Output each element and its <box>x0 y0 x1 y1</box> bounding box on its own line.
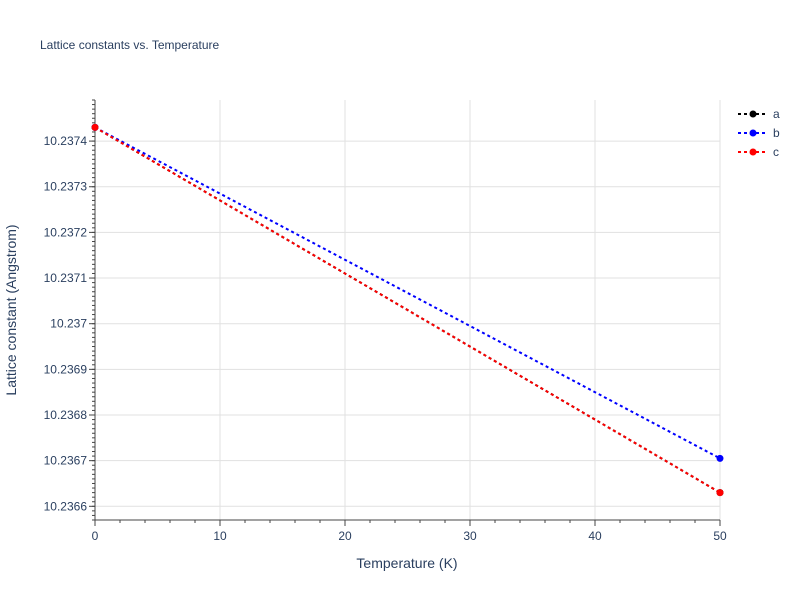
x-tick-label: 50 <box>713 529 727 543</box>
x-tick-label: 30 <box>463 529 477 543</box>
series-line-b <box>94 126 721 460</box>
grid <box>94 100 721 520</box>
y-tick-label: 10.2373 <box>44 180 88 194</box>
legend-swatch-marker <box>749 129 757 137</box>
y-tick-label: 10.2366 <box>44 499 88 513</box>
legend-swatch-marker <box>749 110 757 118</box>
series-line-c <box>94 126 721 494</box>
y-axis-title: Lattice constant (Angstrom) <box>3 224 19 395</box>
x-tick-label: 20 <box>338 529 352 543</box>
legend-label: a <box>773 107 780 121</box>
y-tick-label: 10.2374 <box>44 134 88 148</box>
series-lines <box>91 123 724 497</box>
y-tick-label: 10.2368 <box>44 408 88 422</box>
y-tick-label: 10.2367 <box>44 454 88 468</box>
y-tick-label: 10.237 <box>50 317 87 331</box>
series-point-c <box>91 123 99 131</box>
legend-item-b[interactable]: b <box>738 126 780 140</box>
x-tick-label: 40 <box>588 529 602 543</box>
chart-title: Lattice constants vs. Temperature <box>40 38 220 52</box>
legend-item-c[interactable]: c <box>738 145 779 159</box>
x-tick-label: 10 <box>213 529 227 543</box>
legend-label: c <box>773 145 779 159</box>
y-tick-label: 10.2369 <box>44 362 88 376</box>
x-axis-title: Temperature (K) <box>356 555 457 571</box>
axes: 10.2366 10.2367 10.2368 10.2369 10.237 10.237… <box>44 99 727 543</box>
legend-item-a[interactable]: a <box>738 107 780 121</box>
legend-swatch-marker <box>749 148 757 156</box>
y-tick-label: 10.2372 <box>44 225 88 239</box>
legend-label: b <box>773 126 780 140</box>
series-point-b <box>716 454 724 462</box>
y-tick-label: 10.2371 <box>44 271 88 285</box>
legend[interactable]: abc <box>738 107 780 159</box>
x-tick-label: 0 <box>92 529 99 543</box>
series-point-c <box>716 489 724 497</box>
